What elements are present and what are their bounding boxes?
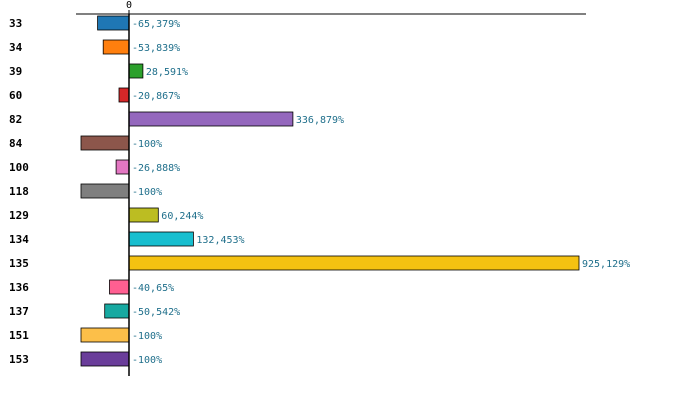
category-label-33: 33 xyxy=(9,17,22,30)
value-label-82: 336,879% xyxy=(296,115,344,126)
bar-60 xyxy=(118,87,130,103)
bar-151 xyxy=(80,327,130,343)
bar-84 xyxy=(80,135,130,151)
category-label-151: 151 xyxy=(9,329,29,342)
category-label-136: 136 xyxy=(9,281,29,294)
value-label-100: -26,888% xyxy=(132,163,180,174)
category-label-137: 137 xyxy=(9,305,29,318)
value-label-84: -100% xyxy=(132,139,162,150)
value-label-34: -53,839% xyxy=(132,43,180,54)
bar-100 xyxy=(115,159,130,175)
value-label-136: -40,65% xyxy=(132,283,174,294)
category-label-84: 84 xyxy=(9,137,23,150)
value-label-33: -65,379% xyxy=(132,19,180,30)
bar-118 xyxy=(80,183,130,199)
bar-153 xyxy=(80,351,130,367)
bar-82 xyxy=(128,111,294,127)
bar-136 xyxy=(109,279,130,295)
category-label-100: 100 xyxy=(9,161,29,174)
category-label-153: 153 xyxy=(9,353,29,366)
value-label-118: -100% xyxy=(132,187,162,198)
bar-137 xyxy=(104,303,130,319)
bar-135 xyxy=(128,255,580,271)
value-label-135: 925,129% xyxy=(582,259,630,270)
category-label-134: 134 xyxy=(9,233,29,246)
value-label-60: -20,867% xyxy=(132,91,180,102)
bar-39 xyxy=(128,63,144,79)
value-label-134: 132,453% xyxy=(196,235,244,246)
category-label-135: 135 xyxy=(9,257,29,270)
zero-tick-label: 0 xyxy=(126,0,132,11)
category-label-60: 60 xyxy=(9,89,22,102)
category-label-129: 129 xyxy=(9,209,29,222)
value-label-137: -50,542% xyxy=(132,307,180,318)
bar-129 xyxy=(128,207,159,223)
bars-group: 33 -65,379% 34 -53,839% 39 28,591% 60 -20,867% 8… xyxy=(9,15,630,367)
bar-34 xyxy=(102,39,130,55)
value-label-151: -100% xyxy=(132,331,162,342)
value-label-153: -100% xyxy=(132,355,162,366)
value-label-39: 28,591% xyxy=(146,67,188,78)
value-label-129: 60,244% xyxy=(161,211,203,222)
bar-33 xyxy=(97,15,130,31)
category-label-118: 118 xyxy=(9,185,29,198)
category-label-82: 82 xyxy=(9,113,22,126)
category-label-34: 34 xyxy=(9,41,23,54)
category-label-39: 39 xyxy=(9,65,22,78)
bar-134 xyxy=(128,231,194,247)
